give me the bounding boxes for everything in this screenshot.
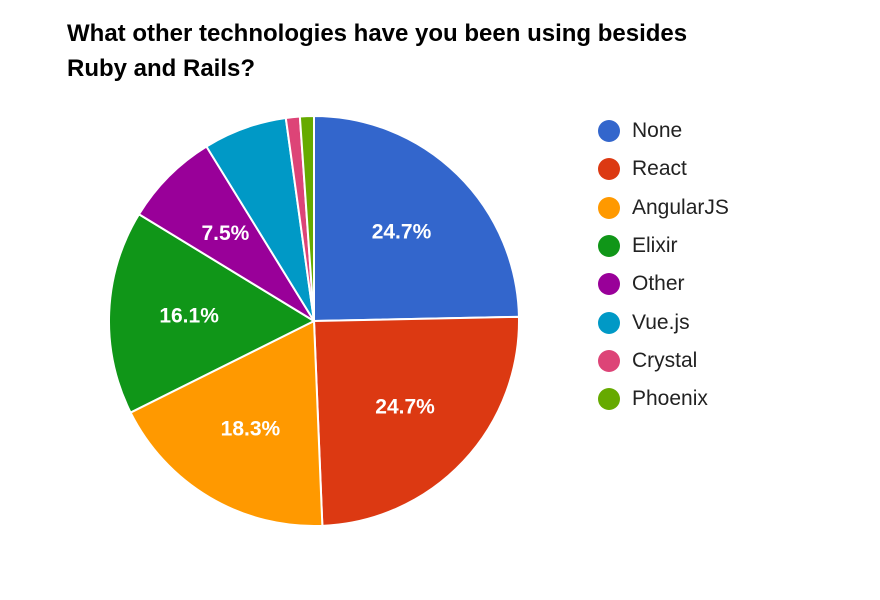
slice-label: 24.7% bbox=[372, 221, 432, 244]
pie-slice-angularjs bbox=[129, 319, 324, 527]
slice-label: 7.5% bbox=[201, 222, 249, 245]
legend-item: None bbox=[598, 112, 729, 150]
slice-label: 16.1% bbox=[159, 305, 219, 328]
legend-label: Vue.js bbox=[632, 310, 690, 334]
pie-slice-other bbox=[137, 145, 315, 322]
slice-label: 18.3% bbox=[221, 418, 281, 441]
pie-slice-phoenix bbox=[298, 114, 315, 322]
legend-item: Elixir bbox=[598, 227, 729, 265]
legend-label: Phoenix bbox=[632, 387, 708, 411]
legend-item: AngularJS bbox=[598, 189, 729, 227]
legend-item: Vue.js bbox=[598, 303, 729, 341]
legend-item: Phoenix bbox=[598, 380, 729, 418]
legend-swatch bbox=[598, 311, 620, 334]
legend-label: None bbox=[632, 119, 683, 143]
chart-title: What other technologies have you been us… bbox=[67, 20, 688, 82]
legend-swatch bbox=[598, 388, 620, 411]
legend-swatch bbox=[598, 273, 620, 296]
legend-item: React bbox=[598, 150, 729, 188]
legend-swatch bbox=[598, 158, 620, 181]
legend-label: Elixir bbox=[632, 234, 678, 258]
legend-item: Crystal bbox=[598, 342, 729, 380]
legend-swatch bbox=[598, 120, 620, 143]
legend-label: Crystal bbox=[632, 348, 698, 372]
legend-label: Other bbox=[632, 272, 685, 296]
pie-slice-elixir bbox=[108, 212, 317, 414]
chart-legend: None React AngularJS Elixir Other Vue.js Cryst… bbox=[598, 112, 729, 418]
legend-swatch bbox=[598, 196, 620, 219]
pie-slice-none bbox=[313, 114, 520, 323]
legend-label: AngularJS bbox=[632, 195, 729, 219]
legend-swatch bbox=[598, 235, 620, 258]
legend-swatch bbox=[598, 349, 620, 372]
legend-item: Other bbox=[598, 265, 729, 303]
legend-label: React bbox=[632, 157, 687, 181]
slice-label: 24.7% bbox=[375, 396, 435, 419]
pie-slice-react bbox=[312, 315, 520, 527]
